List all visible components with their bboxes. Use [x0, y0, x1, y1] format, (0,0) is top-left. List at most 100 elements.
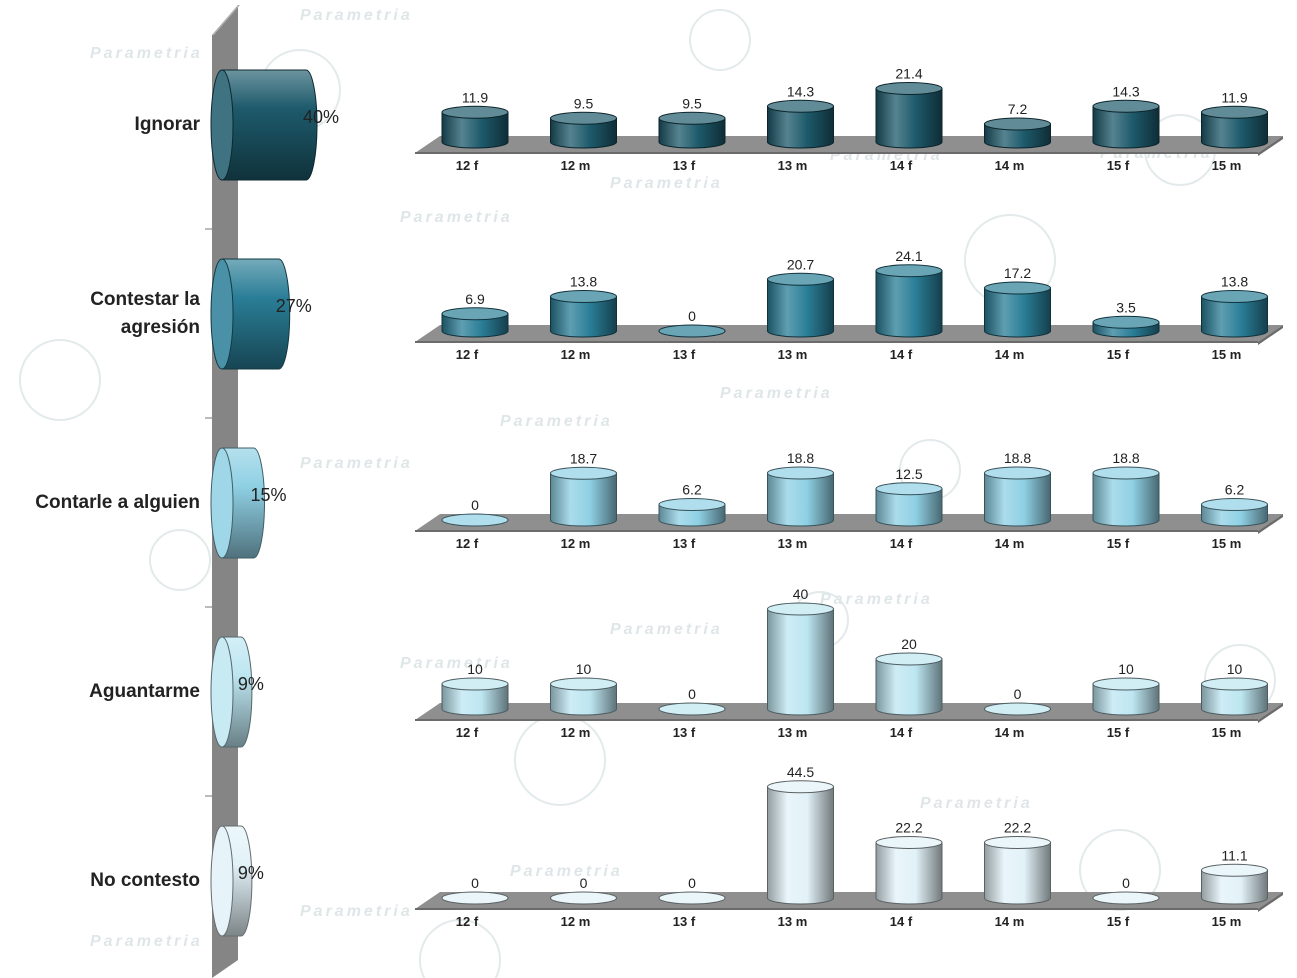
platform-side [1258, 703, 1283, 723]
x-tick-label: 14 f [890, 347, 913, 362]
x-tick-label: 15 m [1212, 725, 1242, 740]
bar-top [767, 602, 834, 616]
watermark-text: Parametria [300, 455, 413, 472]
bar-top [1201, 290, 1268, 303]
bar-top [550, 111, 617, 125]
category-label: No contesto [0, 867, 200, 895]
data-label: 14.3 [1112, 83, 1139, 99]
bar [984, 123, 1051, 149]
bar-top [767, 272, 834, 286]
bar-top [658, 702, 726, 716]
x-tick-label: 15 f [1107, 536, 1130, 551]
category-label: Contestar la agresión [0, 286, 200, 341]
x-tick-label: 13 m [778, 914, 808, 929]
platform-side [1258, 514, 1283, 534]
total-bar-cap [210, 69, 234, 181]
bar-top [658, 891, 726, 905]
x-tick-label: 15 m [1212, 347, 1242, 362]
data-label: 44.5 [787, 764, 814, 780]
x-tick-label: 13 m [778, 347, 808, 362]
data-label: 13.8 [570, 274, 597, 290]
bar-top [550, 290, 617, 303]
x-tick-label: 14 m [995, 347, 1025, 362]
data-label: 6.2 [682, 482, 702, 498]
watermark-text: Parametria [300, 903, 413, 920]
bar-top [875, 482, 943, 496]
data-label: 11.1 [1221, 847, 1247, 863]
bar [875, 488, 943, 527]
bar-top [984, 836, 1051, 849]
bar-top [1092, 315, 1160, 329]
x-tick-label: 15 f [1107, 347, 1130, 362]
bar-top [1201, 677, 1268, 691]
bar-top [1092, 677, 1160, 691]
bar [875, 270, 943, 338]
bar [550, 117, 617, 149]
data-label: 10 [1227, 661, 1243, 677]
total-bar [221, 69, 318, 181]
bar [550, 472, 617, 527]
data-label: 0 [688, 308, 696, 324]
watermark-text: Parametria [90, 45, 203, 62]
bar-top [875, 836, 943, 849]
bar-top [767, 466, 834, 480]
watermark-text: Parametria [610, 621, 723, 638]
bar [767, 105, 834, 149]
bar-top [875, 652, 943, 666]
bar-top [1201, 498, 1268, 511]
bar-top [550, 466, 617, 480]
data-label: 0 [1122, 875, 1130, 891]
bar-top [984, 281, 1051, 295]
bar-top [875, 82, 943, 95]
total-bar [221, 447, 265, 559]
x-tick-label: 13 f [673, 347, 696, 362]
bar [1201, 869, 1268, 905]
bar [1201, 683, 1268, 716]
category-label-line: Ignorar [134, 114, 200, 135]
x-tick-label: 13 m [778, 725, 808, 740]
bar-top [441, 105, 509, 119]
x-tick-label: 15 f [1107, 914, 1130, 929]
total-percent-label: 9% [237, 863, 264, 883]
bar [1201, 296, 1268, 338]
bar [767, 278, 834, 338]
bar [1092, 105, 1160, 149]
data-label: 12.5 [895, 466, 922, 482]
watermark-text: Parametria [510, 863, 623, 880]
bar-top [441, 677, 509, 691]
bar-top [658, 498, 726, 511]
bar [441, 683, 509, 716]
bar-top [1201, 863, 1268, 877]
x-tick-label: 14 m [995, 158, 1025, 173]
total-percent-label: 9% [237, 674, 264, 694]
x-tick-label: 15 f [1107, 725, 1130, 740]
data-label: 18.7 [570, 450, 597, 466]
bar [658, 117, 726, 149]
data-label: 0 [471, 497, 479, 513]
data-label: 7.2 [1008, 101, 1028, 117]
data-label: 20.7 [787, 256, 814, 272]
data-label: 18.8 [1112, 450, 1139, 466]
data-label: 0 [471, 875, 479, 891]
x-tick-label: 15 f [1107, 158, 1130, 173]
x-tick-label: 13 f [673, 725, 696, 740]
total-percent-label: 15% [250, 485, 287, 505]
x-tick-label: 14 f [890, 158, 913, 173]
bar [1201, 111, 1268, 149]
bar [441, 111, 509, 149]
category-label-line: No contesto [90, 870, 200, 891]
platform-side [1258, 136, 1283, 156]
data-label: 18.8 [787, 450, 814, 466]
platform-top [415, 325, 1283, 342]
bar [441, 313, 509, 338]
bar [984, 842, 1051, 905]
data-label: 0 [688, 875, 696, 891]
x-tick-label: 13 f [673, 158, 696, 173]
data-label: 0 [580, 875, 588, 891]
category-label: Contarle a alguien [0, 489, 200, 517]
data-label: 17.2 [1004, 265, 1031, 281]
data-label: 10 [467, 661, 483, 677]
platform-side [1258, 892, 1283, 912]
data-label: 3.5 [1116, 299, 1136, 315]
bar-top [984, 466, 1051, 480]
